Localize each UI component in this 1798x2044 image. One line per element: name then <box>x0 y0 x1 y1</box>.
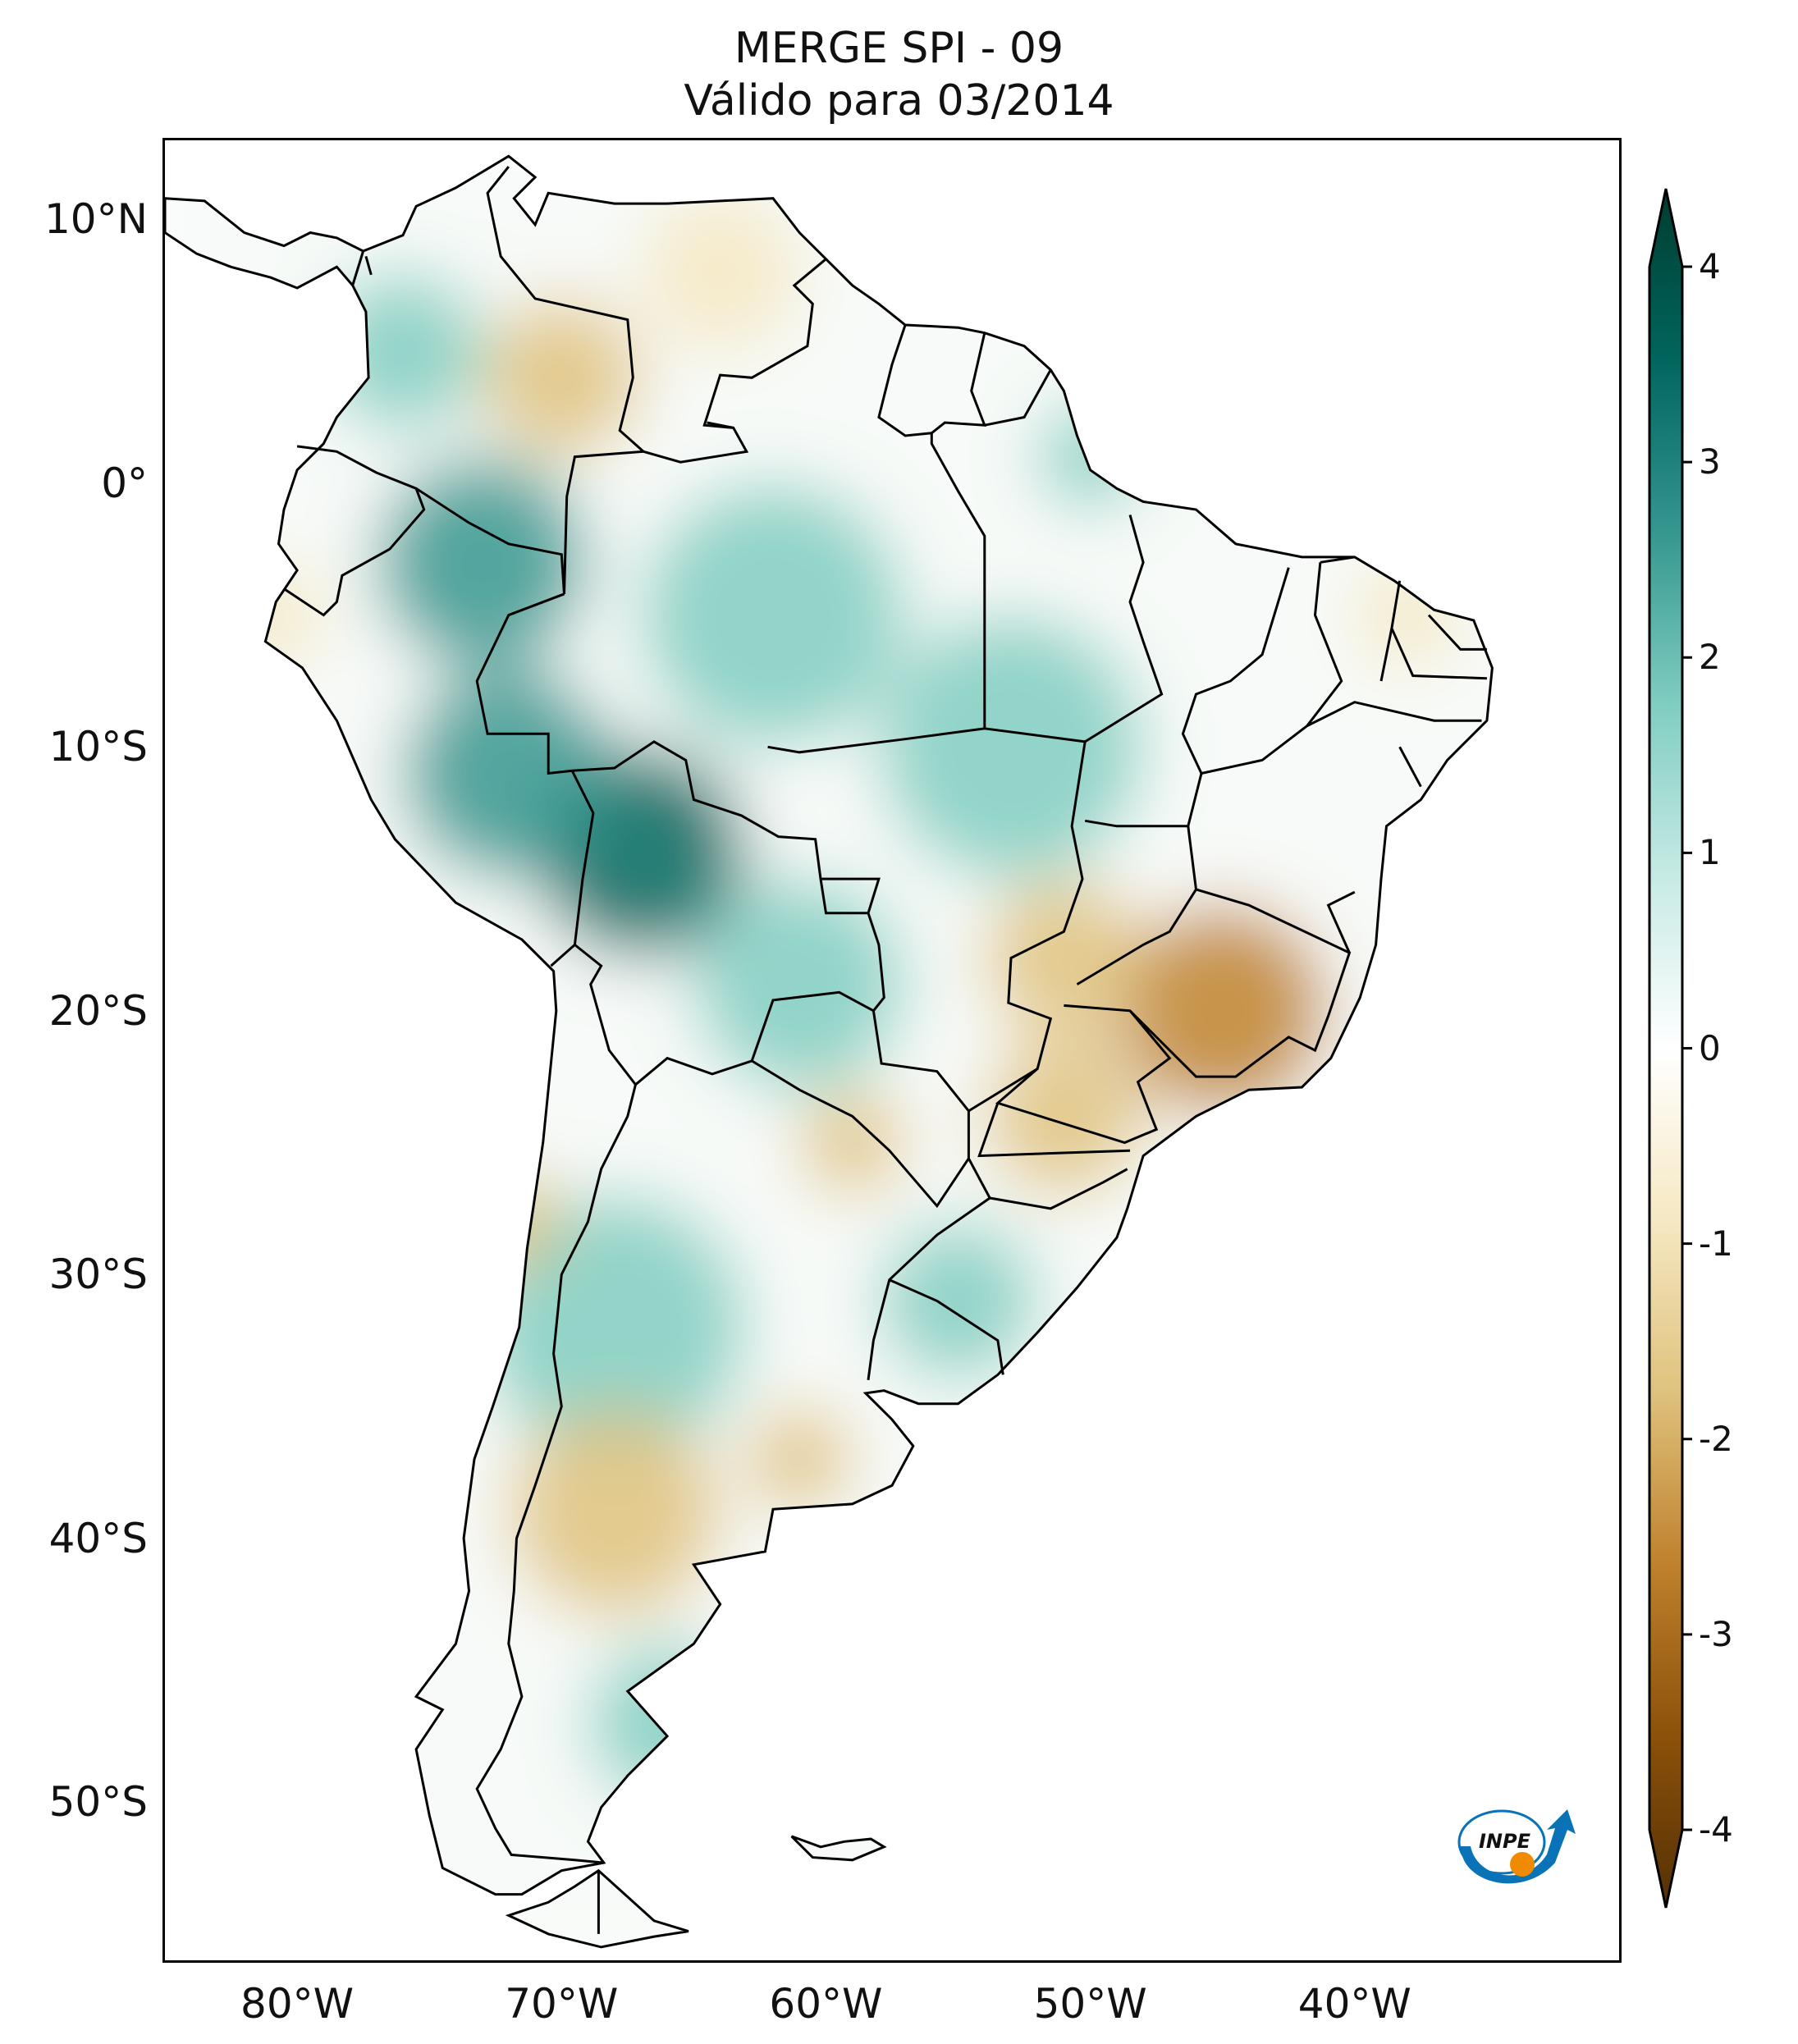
country-border <box>867 1158 992 1380</box>
lat-tick-label: 10°N <box>43 195 148 244</box>
spi-anomaly-field <box>165 156 1493 1947</box>
country-border <box>989 1168 1128 1210</box>
country-border <box>563 450 644 594</box>
colorbar-tick-label: 0 <box>1699 1027 1721 1068</box>
colorbar-tick-label: -1 <box>1699 1223 1733 1264</box>
colorbar <box>1648 188 1692 1909</box>
spi-anomaly-blob <box>693 879 906 1091</box>
country-border <box>475 1084 637 1864</box>
spi-anomaly-blob <box>984 1036 1144 1196</box>
spi-anomaly-blob <box>455 1168 562 1275</box>
lat-tick-label: 50°S <box>48 1778 148 1827</box>
spi-anomaly-blob <box>640 482 906 748</box>
country-border <box>1084 819 1188 828</box>
country-border <box>1084 514 1164 743</box>
colorbar-tick-label: -2 <box>1699 1418 1733 1459</box>
country-border <box>889 1278 1004 1375</box>
country-border <box>1306 701 1482 727</box>
colorbar-tick-label: -3 <box>1699 1613 1733 1654</box>
country-borders <box>283 166 1487 1934</box>
country-border <box>1326 890 1356 953</box>
lat-tick-label: 30°S <box>48 1251 148 1299</box>
spi-anomaly-blob <box>588 1644 747 1803</box>
country-border <box>1320 556 1356 564</box>
lon-tick-label: 80°W <box>240 1980 355 2028</box>
country-border <box>643 258 827 464</box>
map-canvas <box>165 154 1494 1949</box>
country-border <box>1390 628 1487 680</box>
country-border <box>877 324 932 437</box>
country-border <box>1076 888 1352 1078</box>
colorbar-tick-label: 4 <box>1699 246 1721 286</box>
country-border <box>984 368 1052 427</box>
country-border <box>767 432 986 754</box>
lat-tick-label: 40°S <box>48 1514 148 1562</box>
inpe-logo-text: INPE <box>1479 1830 1531 1853</box>
spi-anomaly-blob <box>1116 905 1329 1117</box>
country-border <box>486 166 645 453</box>
lon-tick-label: 40°W <box>1297 1980 1411 2028</box>
lat-tick-label: 10°S <box>48 723 148 771</box>
lon-tick-label: 70°W <box>505 1980 619 2028</box>
map-subtitle: Válido para 03/2014 <box>684 76 1114 126</box>
spi-anomaly-blob <box>482 1195 747 1460</box>
country-border <box>508 592 565 617</box>
lat-tick-label: 20°S <box>48 986 148 1035</box>
lat-tick-label: 0° <box>101 459 148 507</box>
colorbar-tick-label: 1 <box>1699 832 1721 873</box>
spi-anomaly-blob <box>799 1090 906 1196</box>
map-title: MERGE SPI - 09 <box>734 24 1064 73</box>
colorbar-tick-label: 2 <box>1699 637 1721 678</box>
country-border <box>364 255 373 276</box>
colorbar-tick-label: 3 <box>1699 441 1721 482</box>
country-border <box>977 1102 1131 1158</box>
colorbar-tick-label: -4 <box>1699 1809 1733 1850</box>
country-border <box>1398 746 1422 788</box>
spi-anomaly-blob <box>508 1406 721 1618</box>
country-border <box>751 1059 970 1209</box>
map-panel <box>162 138 1622 1963</box>
spi-anomaly-blob <box>482 298 641 457</box>
spi-anomaly-blob <box>640 193 800 352</box>
spi-anomaly-blob <box>984 879 1144 1037</box>
spi-anomaly-blob <box>746 1406 853 1512</box>
country-border <box>821 877 881 914</box>
country-border <box>984 727 1086 743</box>
spi-anomaly-blob <box>1354 562 1461 668</box>
lon-tick-label: 50°W <box>1033 1980 1147 2028</box>
country-border <box>1187 825 1197 890</box>
coastline <box>165 154 1494 1949</box>
spi-anomaly-blob <box>376 456 588 668</box>
spi-anomaly-blob <box>323 272 483 431</box>
country-border <box>283 445 426 617</box>
country-border <box>968 741 1087 1113</box>
country-border <box>570 770 637 1086</box>
country-border <box>872 1010 970 1159</box>
spi-anomaly-blob <box>878 615 1144 880</box>
colorbar-gradient <box>1648 188 1684 1909</box>
country-border <box>707 421 734 429</box>
country-border <box>1201 562 1343 775</box>
inpe-logo: INPE <box>1457 1809 1576 1884</box>
country-border <box>1427 614 1487 651</box>
country-border <box>572 740 885 1012</box>
country-border <box>550 944 576 967</box>
spi-anomaly-blob <box>217 562 324 668</box>
lon-tick-label: 60°W <box>769 1980 883 2028</box>
spi-anomaly-blob <box>402 667 615 880</box>
country-border <box>415 487 565 594</box>
